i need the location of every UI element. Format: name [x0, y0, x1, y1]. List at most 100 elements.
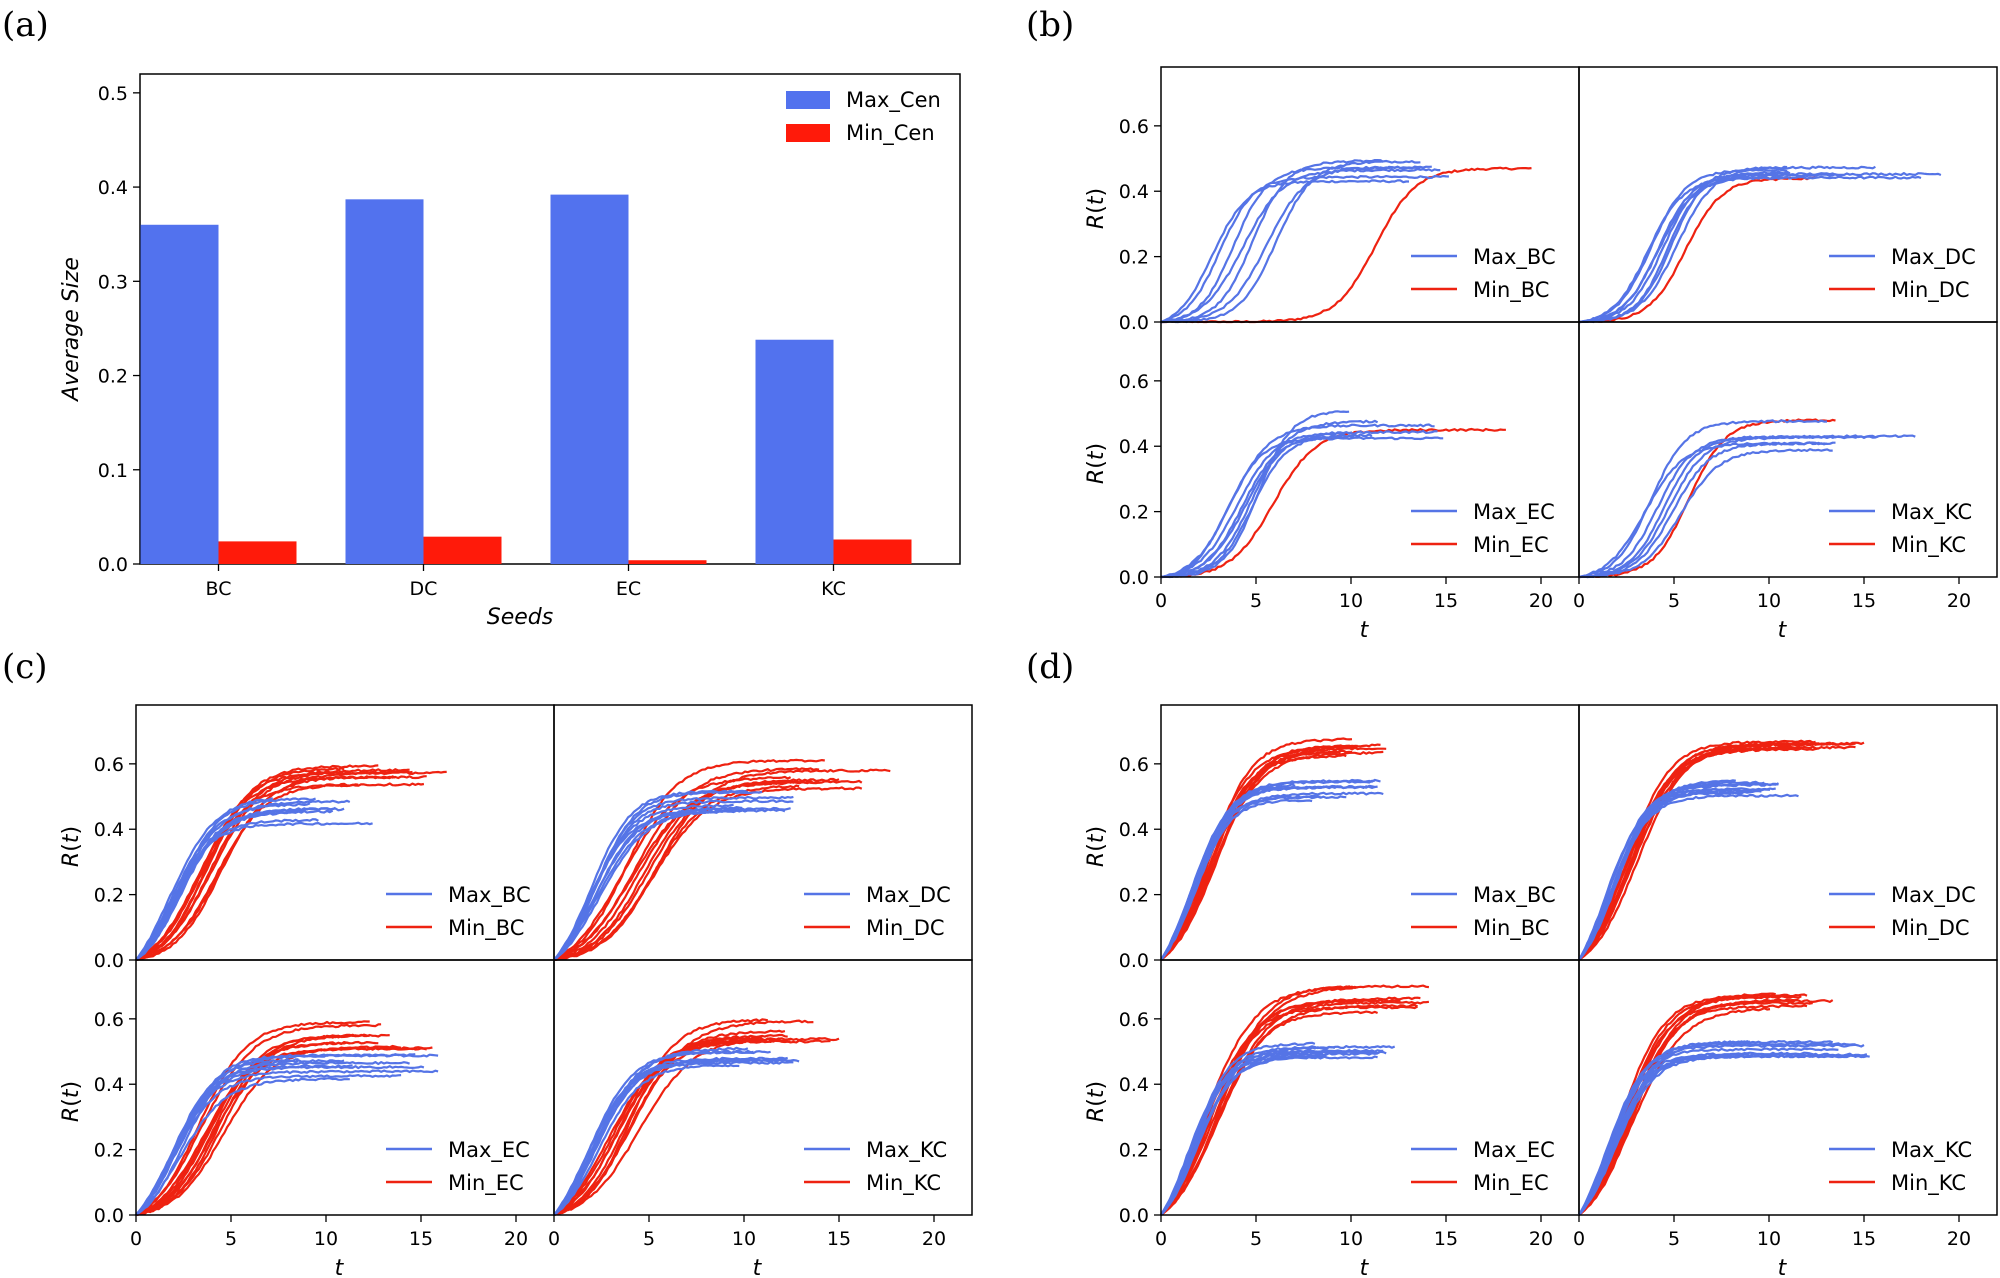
bar-Min_Cen-BC — [218, 541, 297, 564]
curve-Max_BC-6 — [1160, 785, 1376, 961]
y-tick-label: 0.4 — [1119, 181, 1149, 203]
y-tick-label: 0.6 — [1119, 116, 1149, 138]
legend-label-a: Max_Cen — [846, 88, 941, 113]
subplot-frame — [1578, 959, 1998, 1216]
curve-Min_BC-9 — [1160, 745, 1355, 961]
curve-Min_EC-9 — [1160, 985, 1358, 1216]
x-tick-label: 0 — [1155, 1228, 1167, 1250]
curve-Min_KC-7 — [1578, 1007, 1771, 1216]
x-tick-label: 20 — [922, 1228, 946, 1250]
curve-Max_BC-3 — [1160, 168, 1441, 324]
y-tick-label: 0.0 — [94, 950, 124, 972]
curve-Max_DC-2 — [1578, 782, 1779, 961]
x-tick-label: 5 — [1668, 1228, 1680, 1250]
x-axis-title: t — [335, 1256, 345, 1278]
y-tick-label-a: 0.3 — [98, 271, 128, 293]
curve-Max_BC-1 — [1160, 795, 1347, 961]
y-tick-label-a: 0.4 — [98, 177, 128, 199]
legend-label: Max_EC — [1473, 500, 1555, 525]
curve-Max_EC-3 — [1160, 1048, 1384, 1216]
curve-Max_KC-7 — [1578, 1054, 1865, 1216]
curve-Min_KC-6 — [1578, 999, 1834, 1216]
legend-label: Min_KC — [1891, 533, 1966, 558]
curve-Max_BC-5 — [1160, 165, 1432, 324]
subplot-b-KC: Max_KC Min_KC 0 5 10 15 20 t — [1573, 321, 1998, 643]
y-tick-label: 0.6 — [1119, 371, 1149, 393]
curve-Max_DC-0 — [1578, 175, 1788, 324]
x-tick-label: 10 — [314, 1228, 338, 1250]
y-axis-title: R(t) — [59, 826, 84, 867]
bar-Max_Cen-DC — [345, 199, 424, 565]
y-tick-label: 0.2 — [1119, 885, 1149, 907]
curve-Min_KC-8 — [553, 1019, 814, 1217]
curve-Min_DC-3 — [1578, 739, 1816, 961]
curve-Min_EC-1 — [135, 1023, 382, 1216]
curve-Max_EC-3 — [1160, 434, 1361, 579]
legend-label: Min_DC — [866, 916, 945, 941]
y-tick-label: 0.2 — [1119, 247, 1149, 269]
x-tick-label: 15 — [827, 1228, 851, 1250]
curve-Min_DC-1 — [553, 758, 825, 962]
x-tick-label-a: KC — [821, 578, 846, 600]
legend-label-a: Min_Cen — [846, 121, 935, 146]
x-tick-label: 15 — [1852, 1228, 1876, 1250]
legend-label: Max_DC — [1891, 883, 1976, 908]
curve-Min_DC-5 — [1578, 745, 1805, 961]
y-tick-label: 0.6 — [1119, 1009, 1149, 1031]
x-tick-label: 15 — [1852, 590, 1876, 612]
curve-Max_KC-9 — [1578, 1040, 1751, 1216]
x-tick-label: 0 — [130, 1228, 142, 1250]
y-tick-label: 0.4 — [94, 819, 124, 841]
x-tick-label: 20 — [1947, 590, 1971, 612]
legend-label: Min_DC — [1891, 916, 1970, 941]
curve-Max_BC-9 — [135, 807, 345, 961]
curve-Min_DC-9 — [1578, 743, 1805, 961]
curve-Max_BC-1 — [1160, 174, 1449, 324]
curve-Min_BC-4 — [135, 764, 379, 962]
subplot-c-EC: Max_EC Min_EC 0.0 0.2 0.4 0.6 R(t) 0 5 10 15 20 t — [59, 959, 555, 1278]
curve-Max_DC-5 — [1578, 173, 1842, 324]
curve-Min_DC-2 — [1578, 747, 1819, 961]
x-tick-label: 15 — [1434, 590, 1458, 612]
curve-Max_KC-4 — [1578, 435, 1836, 579]
legend-label: Max_BC — [1473, 883, 1556, 908]
subplot-c-KC: Max_KC Min_KC 0 5 10 15 20 t — [548, 959, 973, 1278]
y-tick-label-a: 0.2 — [98, 366, 128, 388]
curve-Max_EC-7 — [135, 1053, 416, 1216]
curve-Max_DC-4 — [1578, 170, 1791, 324]
curve-Min_DC-4 — [1578, 742, 1856, 961]
y-tick-label: 0.4 — [1119, 819, 1149, 841]
curve-Max_EC-8 — [1160, 1052, 1378, 1216]
x-tick-label: 20 — [1947, 1228, 1971, 1250]
y-tick-label: 0.4 — [1119, 436, 1149, 458]
x-tick-label-a: DC — [410, 578, 438, 600]
curve-Max_BC-8 — [1160, 785, 1341, 961]
y-tick-label: 0.6 — [1119, 754, 1149, 776]
curve-Min_KC-9 — [1578, 994, 1791, 1216]
curve-Max_DC-5 — [1578, 782, 1779, 961]
curve-Max_EC-1 — [1160, 1050, 1370, 1216]
curve-Max_BC-6 — [135, 797, 316, 961]
x-tick-label: 20 — [1529, 590, 1553, 612]
curve-Max_BC-9 — [1160, 779, 1375, 961]
curve-Max_KC-9 — [553, 1064, 740, 1216]
y-tick-label: 0.4 — [94, 1074, 124, 1096]
curve-Max_EC-4 — [1160, 430, 1438, 579]
curve-Max_KC-6 — [1578, 448, 1833, 579]
curve-Min_DC-9 — [553, 768, 891, 962]
curve-Max_BC-6 — [1161, 159, 1421, 324]
curve-Max_EC-9 — [135, 1059, 345, 1216]
legend-label: Min_BC — [1473, 278, 1549, 303]
legend-label: Min_BC — [1473, 916, 1549, 941]
legend-label: Min_KC — [1891, 1171, 1966, 1196]
panel-label-c: (c) — [2, 647, 48, 687]
curve-Max_DC-2 — [1578, 175, 1922, 324]
curve-Min_EC-5 — [1160, 986, 1356, 1216]
curve-Max_EC-7 — [1160, 410, 1350, 579]
curve-Min_DC-7 — [1578, 742, 1825, 961]
y-axis-title: R(t) — [1084, 443, 1109, 484]
y-tick-label: 0.0 — [1119, 1205, 1149, 1227]
x-tick-label: 0 — [548, 1228, 560, 1250]
x-tick-label: 10 — [1757, 590, 1781, 612]
